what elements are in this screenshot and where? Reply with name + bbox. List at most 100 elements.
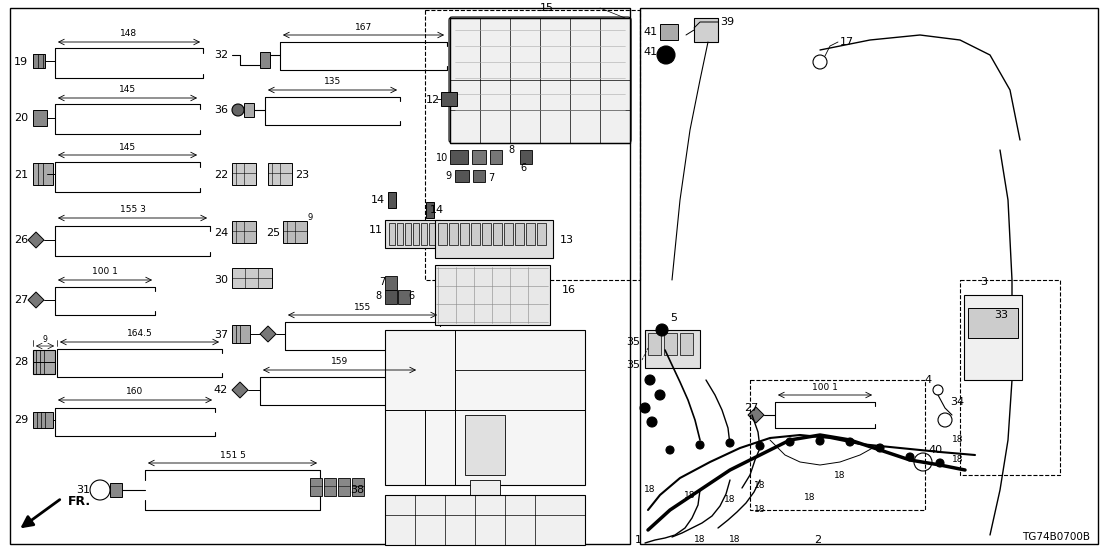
Text: 23: 23 [295, 170, 309, 180]
Bar [324, 478, 336, 496]
FancyBboxPatch shape [449, 17, 630, 143]
Bar [310, 478, 322, 496]
Bar [482, 223, 491, 245]
Circle shape [726, 439, 733, 447]
Text: 35: 35 [626, 337, 640, 347]
Text: 36: 36 [214, 105, 228, 115]
Text: 7: 7 [379, 277, 384, 287]
Text: 100 1: 100 1 [92, 268, 117, 276]
Bar [398, 290, 410, 304]
Circle shape [645, 375, 655, 385]
Polygon shape [260, 326, 276, 342]
Bar [413, 223, 419, 245]
Text: 41: 41 [644, 27, 658, 37]
Bar [352, 478, 365, 496]
Polygon shape [232, 382, 248, 398]
Bar [389, 223, 394, 245]
Text: 160: 160 [126, 387, 144, 397]
Text: 9: 9 [445, 171, 452, 181]
Bar [455, 170, 469, 182]
Bar [460, 223, 469, 245]
Text: 18: 18 [729, 536, 741, 545]
Text: 15: 15 [540, 3, 554, 13]
Text: 37: 37 [214, 330, 228, 340]
Text: 148: 148 [121, 29, 137, 38]
Bar [33, 412, 53, 428]
Text: 151 5: 151 5 [219, 450, 246, 459]
Bar [750, 380, 925, 510]
Bar [441, 92, 456, 106]
Text: 19: 19 [14, 57, 28, 67]
Bar [260, 52, 270, 68]
Circle shape [232, 104, 244, 116]
Circle shape [756, 442, 765, 450]
Circle shape [696, 441, 704, 449]
Bar [526, 223, 535, 245]
Text: 3: 3 [979, 277, 987, 287]
Bar [520, 150, 532, 164]
Bar [640, 8, 1098, 544]
Text: 9: 9 [307, 213, 312, 223]
Bar [397, 223, 403, 245]
Text: 28: 28 [13, 357, 28, 367]
Bar [33, 163, 53, 185]
Bar [33, 110, 47, 126]
Bar [515, 223, 524, 245]
Circle shape [666, 446, 674, 454]
Text: 20: 20 [14, 113, 28, 123]
Text: 13: 13 [560, 235, 574, 245]
Bar [110, 483, 122, 497]
Bar [968, 308, 1018, 338]
Text: 39: 39 [720, 17, 735, 27]
Bar [338, 478, 350, 496]
Text: FR.: FR. [68, 495, 91, 508]
Text: 18: 18 [804, 494, 815, 502]
Bar [694, 18, 718, 42]
Bar [388, 192, 396, 208]
Text: 10: 10 [435, 153, 448, 163]
Text: 145: 145 [119, 142, 136, 151]
Bar [435, 265, 550, 325]
Bar [493, 223, 502, 245]
Text: 7: 7 [488, 173, 494, 183]
Bar [438, 223, 447, 245]
Circle shape [815, 437, 824, 445]
Bar [680, 333, 692, 355]
Text: 135: 135 [324, 78, 341, 86]
Bar [660, 24, 678, 40]
Bar [283, 221, 307, 243]
Text: 6: 6 [408, 291, 414, 301]
Text: 5: 5 [670, 313, 677, 323]
Bar [406, 223, 411, 245]
Circle shape [936, 459, 944, 467]
Text: TG74B0700B: TG74B0700B [1022, 532, 1090, 542]
Text: 32: 32 [214, 50, 228, 60]
Text: 4: 4 [925, 375, 932, 385]
Text: 35: 35 [626, 360, 640, 370]
Circle shape [656, 324, 668, 336]
Text: 24: 24 [214, 228, 228, 238]
Text: 29: 29 [13, 415, 28, 425]
Bar [537, 223, 546, 245]
Text: 14: 14 [430, 205, 444, 215]
Text: 27: 27 [743, 403, 758, 413]
Text: 14: 14 [371, 195, 384, 205]
Text: 155 3: 155 3 [120, 206, 145, 214]
Polygon shape [28, 292, 44, 308]
Bar [648, 333, 661, 355]
Circle shape [906, 453, 914, 461]
Text: 16: 16 [562, 285, 576, 295]
Bar [449, 223, 458, 245]
Circle shape [876, 444, 884, 452]
Bar [472, 150, 486, 164]
Text: 18: 18 [834, 470, 845, 480]
Polygon shape [748, 407, 765, 423]
Circle shape [657, 46, 675, 64]
Text: 30: 30 [214, 275, 228, 285]
Bar [645, 330, 700, 368]
Text: 155: 155 [353, 302, 371, 311]
Text: 159: 159 [331, 357, 348, 367]
Text: 18: 18 [952, 435, 964, 444]
Bar [384, 495, 585, 545]
Bar [450, 18, 630, 143]
